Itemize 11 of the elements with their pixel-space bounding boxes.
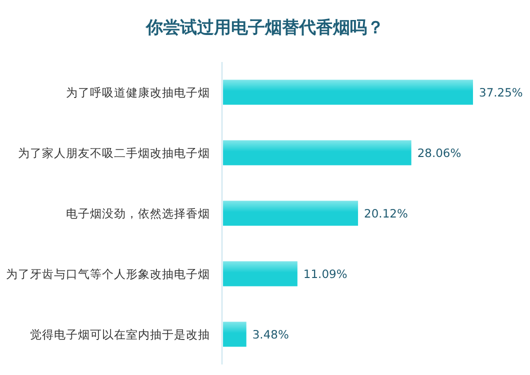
data-label: 3.48% [252,327,289,342]
data-label: 28.06% [417,146,462,160]
y-tick-label: 电子烟没劲，依然选择香烟 [66,206,210,220]
data-label: 11.09% [303,266,348,281]
y-tick-label: 为了家人朋友不吸二手烟改抽电子烟 [18,146,210,160]
data-label: 20.12% [364,206,408,220]
chart-title: 你尝试过用电子烟替代香烟吗？ [145,18,384,38]
y-tick-label: 为了呼吸道健康改抽电子烟 [66,85,210,100]
data-label: 37.25% [479,85,523,100]
y-tick-label: 觉得电子烟可以在室内抽于是改抽 [30,327,210,342]
y-tick-label: 为了牙齿与口气等个人形象改抽电子烟 [6,266,210,281]
